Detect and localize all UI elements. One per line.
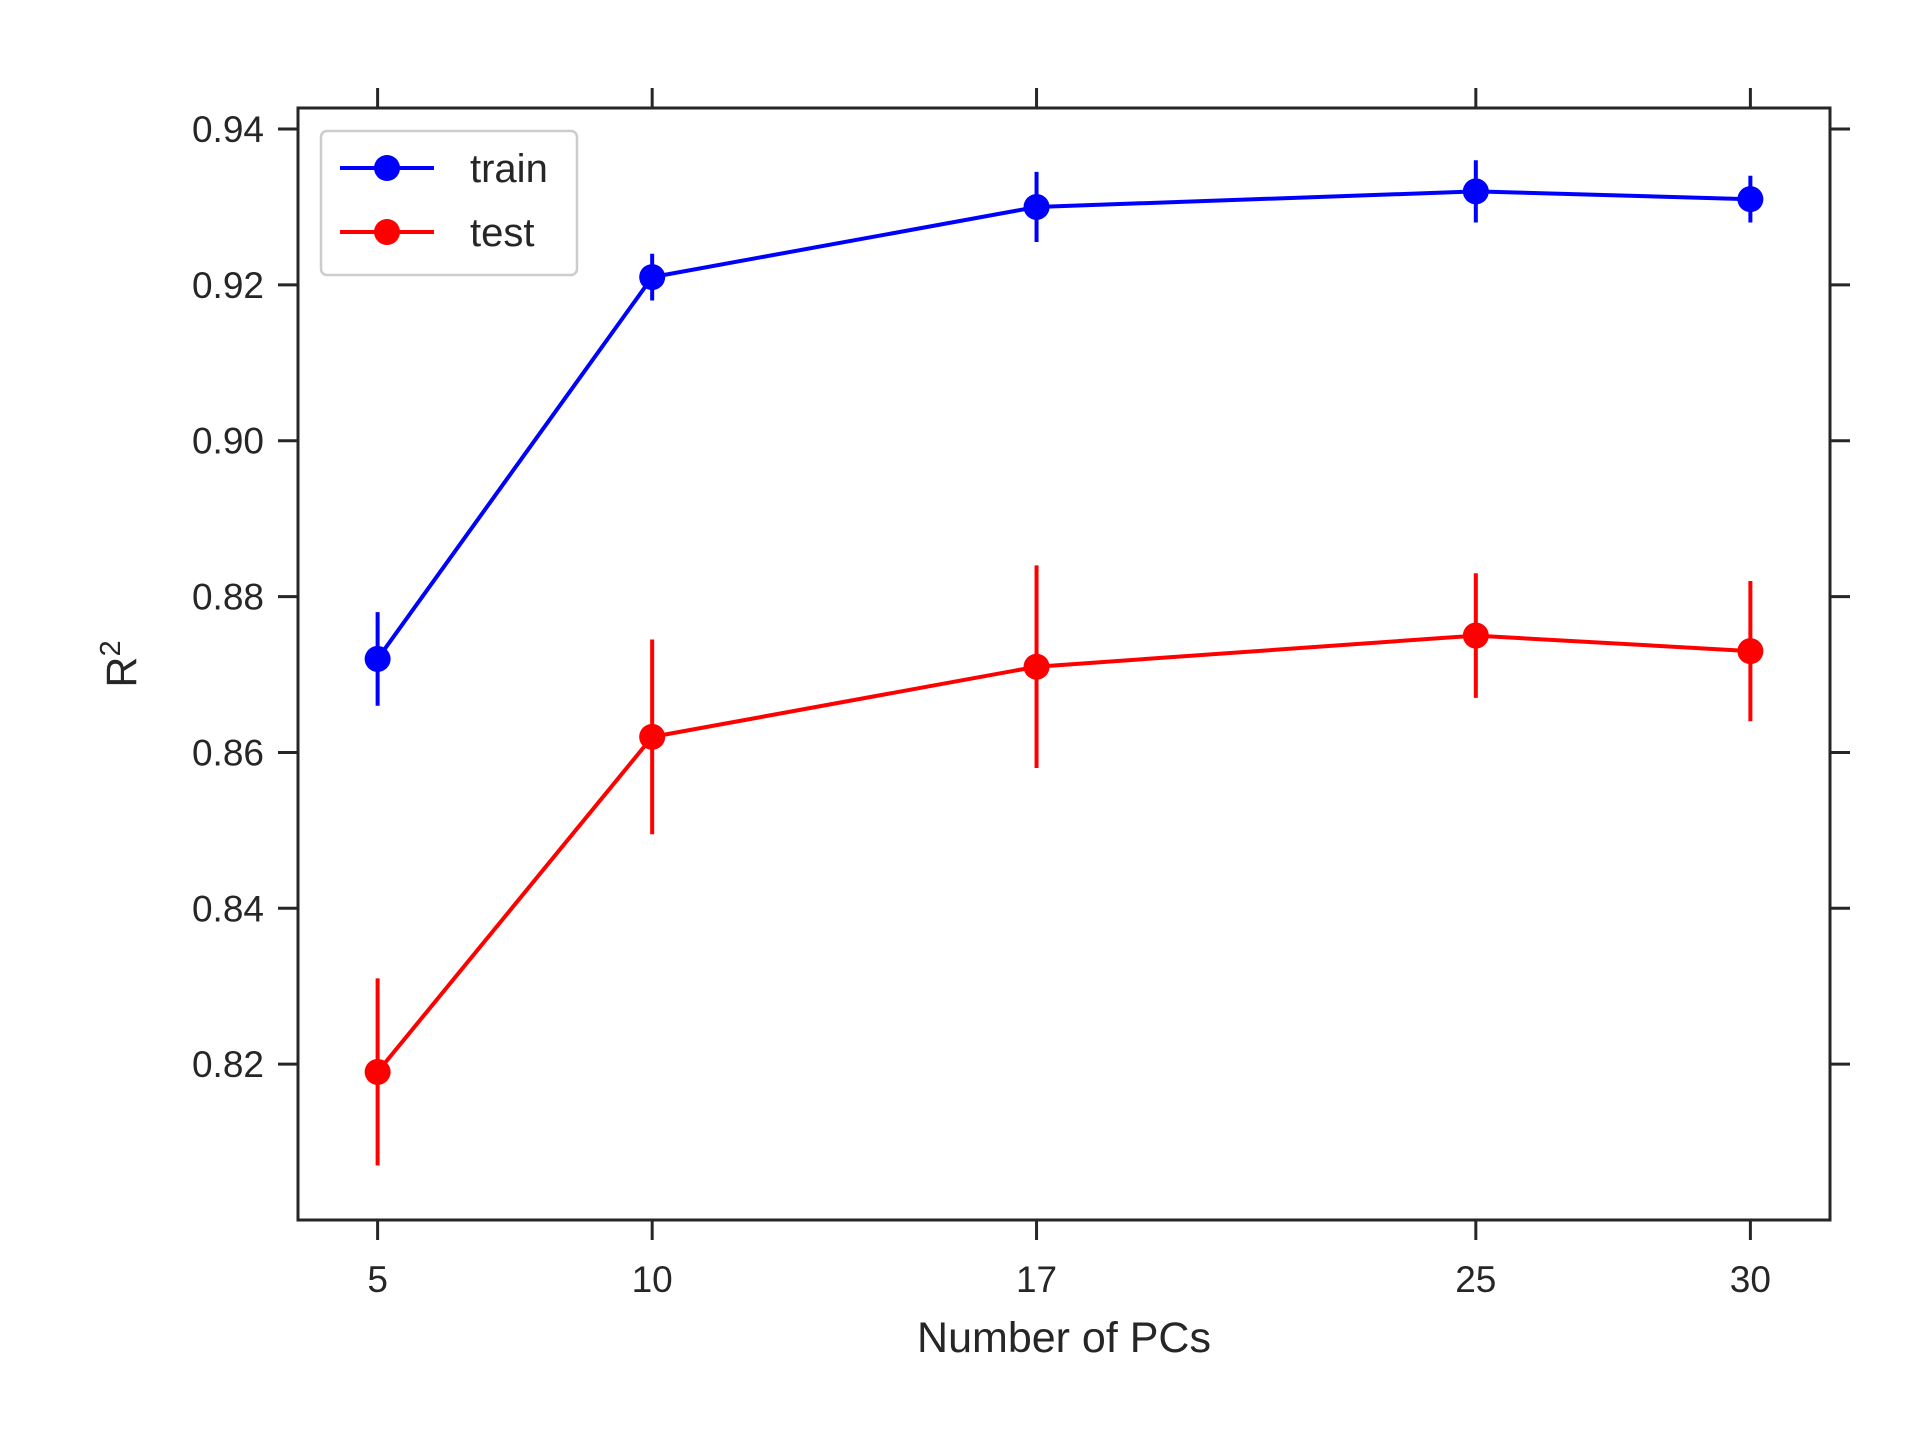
y-axis-label-superscript: 2 <box>95 640 127 656</box>
legend-entry-test: test <box>340 211 534 255</box>
legend-entry-train: train <box>340 147 548 191</box>
data-point-test-25 <box>1462 622 1489 649</box>
data-point-test-5 <box>364 1058 391 1085</box>
data-point-train-30 <box>1737 186 1764 213</box>
data-point-train-17 <box>1023 193 1050 220</box>
y-axis-label-base: R <box>98 657 146 688</box>
x-tick-label-25: 25 <box>1455 1259 1496 1300</box>
data-point-test-10 <box>639 723 666 750</box>
y-tick-label-0.84: 0.84 <box>192 888 264 929</box>
legend-label-test: test <box>470 211 534 255</box>
legend-label-train: train <box>470 147 548 191</box>
series-train <box>364 160 1764 706</box>
y-axis-label: R2 <box>95 640 146 687</box>
series-line-test <box>376 633 1751 1074</box>
data-point-train-25 <box>1462 178 1489 205</box>
data-point-train-10 <box>639 264 666 291</box>
x-tick-label-10: 10 <box>632 1259 673 1300</box>
y-tick-label-0.82: 0.82 <box>192 1044 264 1085</box>
data-point-train-5 <box>364 645 391 672</box>
y-tick-label-0.92: 0.92 <box>192 265 264 306</box>
y-tick-label-0.88: 0.88 <box>192 577 264 618</box>
y-tick-label-0.94: 0.94 <box>192 109 264 150</box>
data-point-test-30 <box>1737 638 1764 665</box>
ticks: 5 10 17 25 30 0.82 0.84 0.86 0.88 0.90 0.92 0.94 <box>192 88 1850 1300</box>
x-axis-label: Number of PCs <box>917 1314 1211 1362</box>
series-line-train <box>375 189 1751 661</box>
legend-swatch-marker-train <box>374 155 400 181</box>
x-tick-label-17: 17 <box>1016 1259 1057 1300</box>
x-tick-label-5: 5 <box>367 1259 388 1300</box>
series-test <box>364 565 1764 1166</box>
legend: train test <box>319 129 579 277</box>
legend-swatch-marker-test <box>374 219 400 245</box>
plot-marks <box>364 160 1764 1166</box>
y-tick-label-0.86: 0.86 <box>192 732 264 773</box>
y-tick-label-0.90: 0.90 <box>192 421 264 462</box>
plot-frame <box>296 106 1832 1222</box>
x-tick-label-30: 30 <box>1730 1259 1771 1300</box>
data-point-test-17 <box>1023 653 1050 680</box>
